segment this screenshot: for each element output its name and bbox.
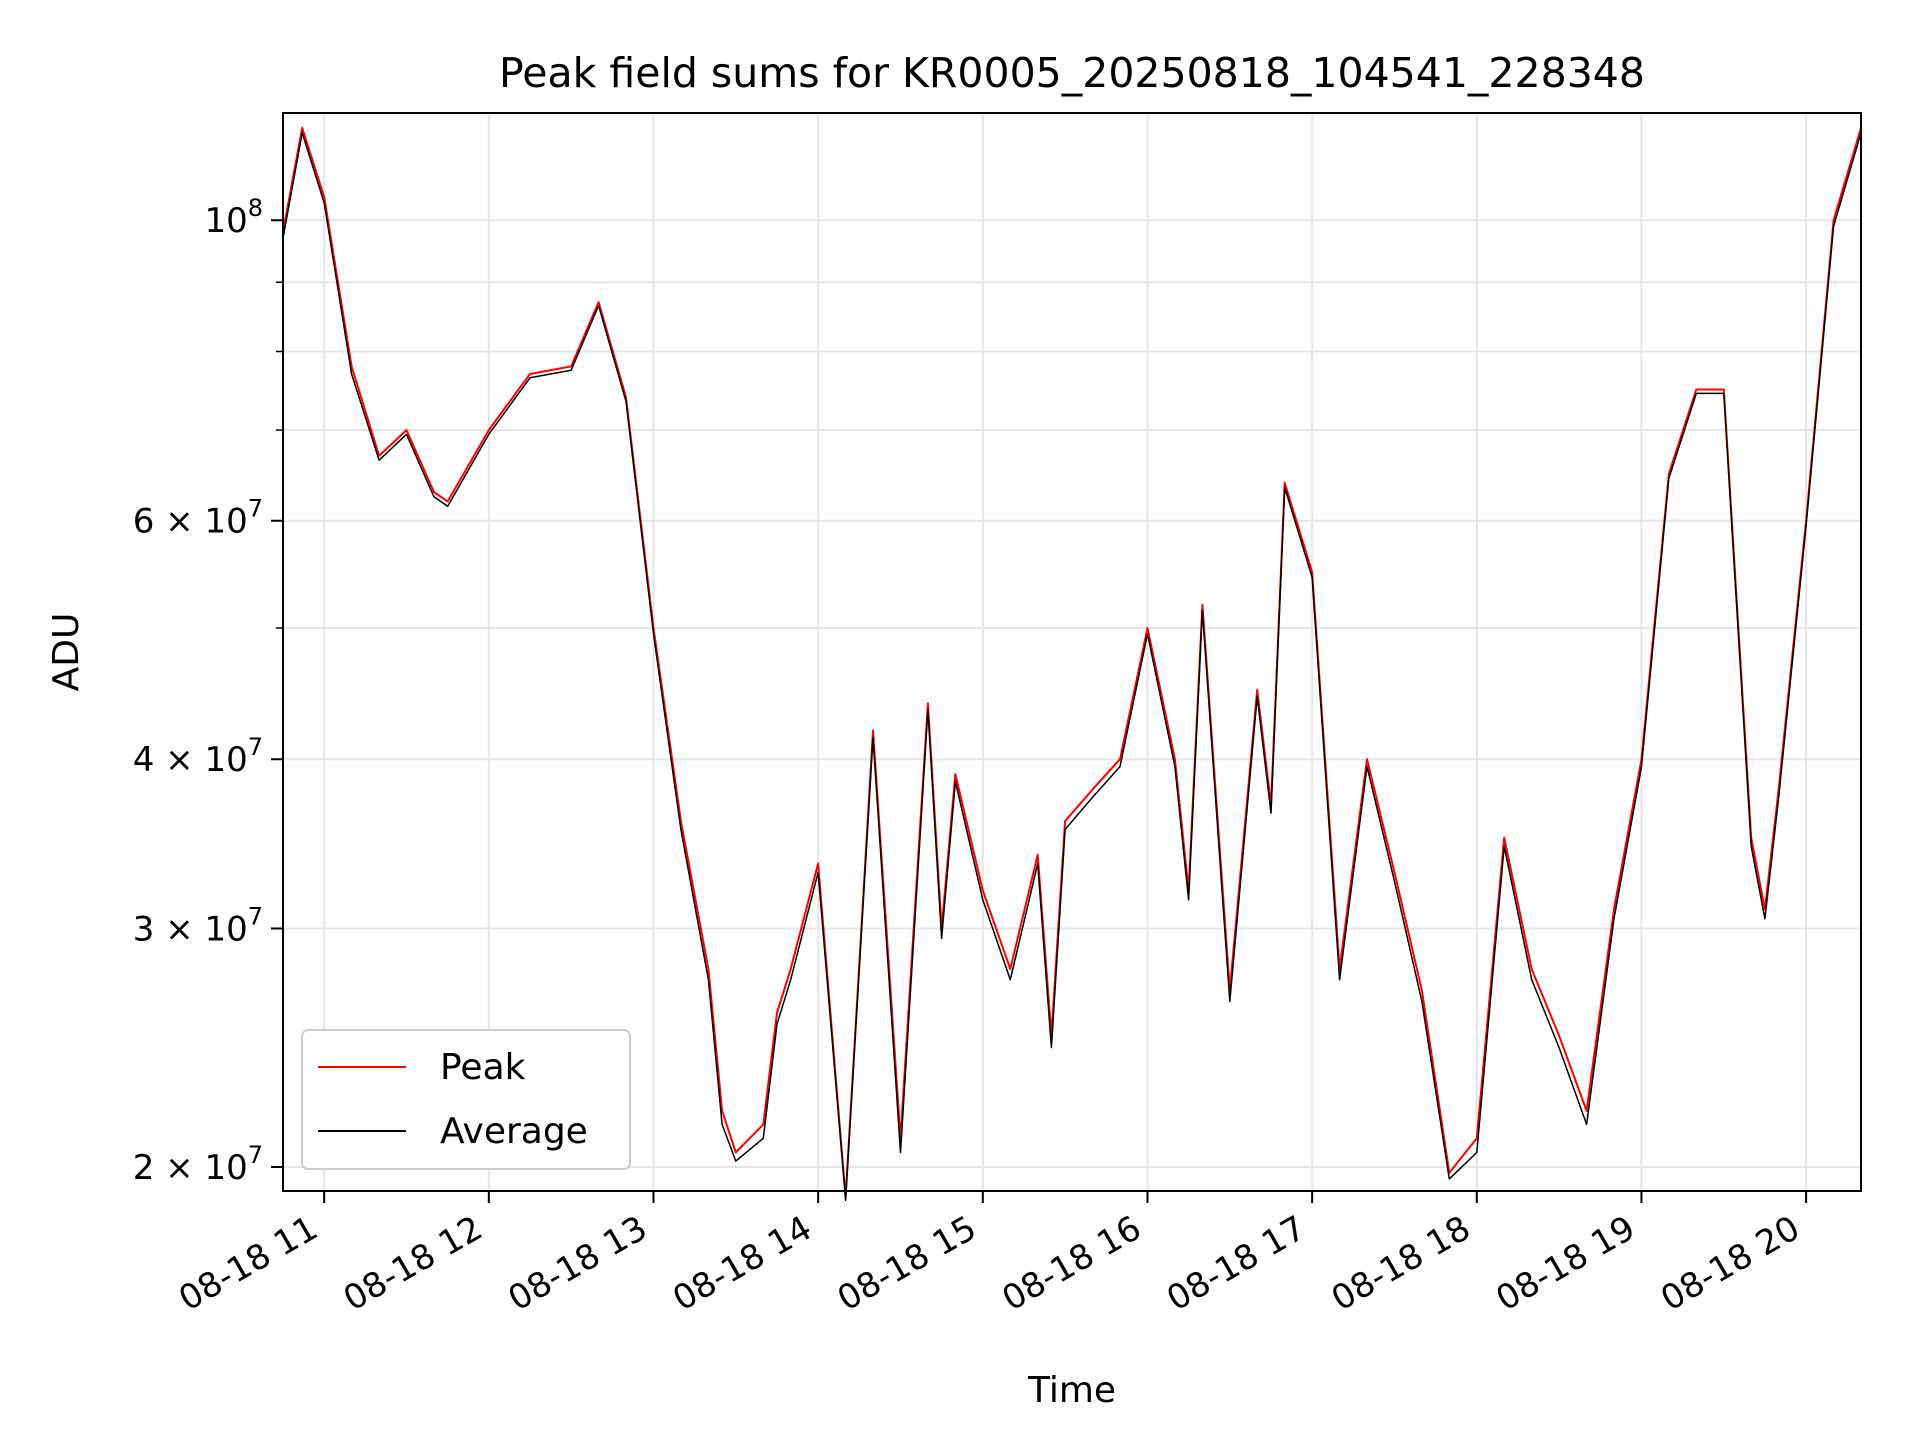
grid [283,113,1861,1191]
y-tick-label: 2 × 107 [133,1141,263,1188]
y-axis-label: ADU [46,613,87,692]
y-axis: 2 × 107 3 × 107 4 × 107 6 × 107 108 [133,194,283,1188]
legend: Peak Average [301,1029,631,1170]
legend-box [301,1029,631,1170]
legend-label-average: Average [440,1111,588,1152]
y-tick-label: 4 × 107 [133,733,263,780]
plot-frame [282,112,1862,1192]
series-line-average [282,132,1862,1202]
y-tick-label: 108 [204,194,263,241]
series-line-peak [282,126,1862,1199]
y-tick-label: 3 × 107 [133,902,263,949]
chart-title: Peak field sums for KR0005_20250818_1045… [499,49,1645,97]
legend-label-peak: Peak [440,1047,526,1088]
x-axis-label: Time [1027,1370,1116,1411]
y-tick-label: 6 × 107 [133,495,263,542]
series-layer [282,126,1862,1202]
